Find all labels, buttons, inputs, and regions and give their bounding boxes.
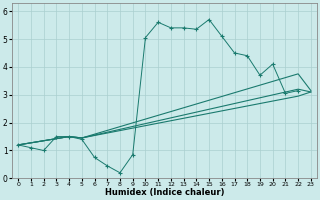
X-axis label: Humidex (Indice chaleur): Humidex (Indice chaleur): [105, 188, 224, 197]
